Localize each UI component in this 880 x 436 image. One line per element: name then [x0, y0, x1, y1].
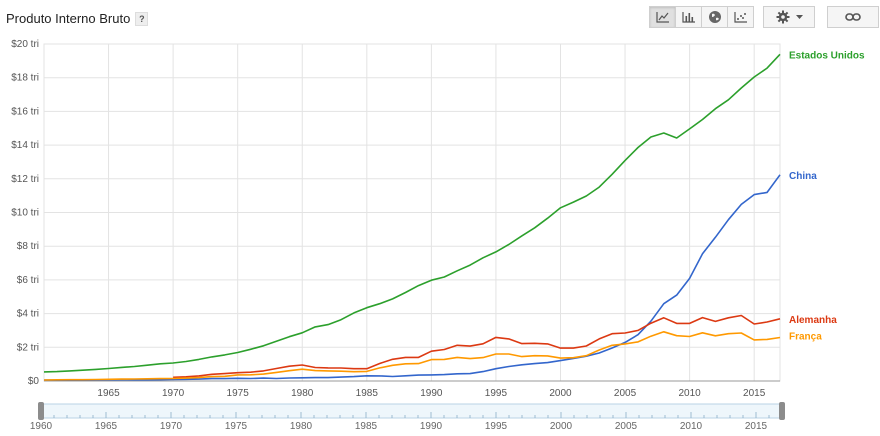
- scatter-chart-button[interactable]: [728, 6, 754, 28]
- x-tick-label: 1995: [485, 388, 508, 399]
- timeline-year-label: 1980: [290, 421, 313, 432]
- timeline-year-label: 2010: [680, 421, 703, 432]
- help-icon[interactable]: ?: [135, 11, 149, 26]
- timeline-year-label: 1975: [225, 421, 248, 432]
- y-tick-label: $12 tri: [11, 174, 39, 185]
- series-label-china: China: [789, 171, 817, 182]
- settings-button[interactable]: [763, 6, 815, 28]
- y-tick-label: $4 tri: [17, 309, 39, 320]
- x-tick-label: 1965: [97, 388, 120, 399]
- chart-title-block: Produto Interno Bruto ?: [6, 11, 149, 26]
- map-view-button[interactable]: [702, 6, 728, 28]
- line-chart-button[interactable]: [649, 6, 676, 28]
- y-tick-label: $0: [28, 376, 40, 387]
- series-label-germany: Alemanha: [789, 315, 837, 326]
- series-line-france[interactable]: [43, 330, 781, 381]
- y-tick-label: $14 tri: [11, 140, 39, 151]
- y-tick-label: $20 tri: [11, 39, 39, 50]
- x-tick-label: 2005: [614, 388, 637, 399]
- chart-type-toolbar: [649, 6, 754, 28]
- bar-chart-icon: [681, 12, 695, 23]
- x-tick-label: 1980: [291, 388, 314, 399]
- x-tick-label: 2000: [549, 388, 572, 399]
- series-line-germany[interactable]: [173, 314, 781, 379]
- y-tick-label: $8 tri: [17, 241, 39, 252]
- scatter-chart-icon: [733, 12, 747, 23]
- y-tick-label: $6 tri: [17, 275, 39, 286]
- timeline-year-label: 1985: [355, 421, 378, 432]
- y-tick-label: $2 tri: [17, 342, 39, 353]
- share-link-button[interactable]: [827, 6, 879, 28]
- x-tick-label: 1985: [356, 388, 379, 399]
- timeline-handle-end[interactable]: [779, 402, 785, 420]
- timeline-handle-start[interactable]: [38, 402, 44, 420]
- x-tick-label: 1990: [420, 388, 443, 399]
- x-tick-label: 2010: [678, 388, 701, 399]
- series-label-usa: Estados Unidos: [789, 50, 865, 61]
- y-tick-label: $18 tri: [11, 73, 39, 84]
- x-tick-label: 1975: [227, 388, 250, 399]
- series-line-usa[interactable]: [43, 53, 781, 373]
- timeline-year-label: 1995: [485, 421, 508, 432]
- timeline-year-label: 2005: [615, 421, 638, 432]
- globe-icon: [708, 11, 721, 23]
- x-tick-label: 1970: [162, 388, 185, 399]
- timeline-range-track[interactable]: [40, 403, 783, 419]
- chevron-down-icon: [795, 14, 803, 19]
- series-label-france: França: [789, 332, 822, 343]
- timeline-year-label: 1965: [95, 421, 118, 432]
- timeline-year-label: 1970: [160, 421, 183, 432]
- settings-toolbar: [763, 6, 815, 28]
- y-tick-label: $16 tri: [11, 106, 39, 117]
- gear-icon: [776, 10, 789, 24]
- timeline-year-label: 1990: [420, 421, 443, 432]
- y-tick-label: $10 tri: [11, 208, 39, 219]
- timeline-year-label: 1960: [30, 421, 53, 432]
- timeline-year-label: 2000: [550, 421, 573, 432]
- link-icon: [845, 13, 861, 21]
- x-tick-label: 2015: [743, 388, 766, 399]
- bar-chart-button[interactable]: [676, 6, 702, 28]
- series-line-china[interactable]: [43, 174, 781, 382]
- line-chart-icon: [655, 12, 669, 23]
- timeline-year-label: 2015: [745, 421, 768, 432]
- page-title: Produto Interno Bruto: [6, 11, 131, 26]
- link-toolbar: [827, 6, 879, 28]
